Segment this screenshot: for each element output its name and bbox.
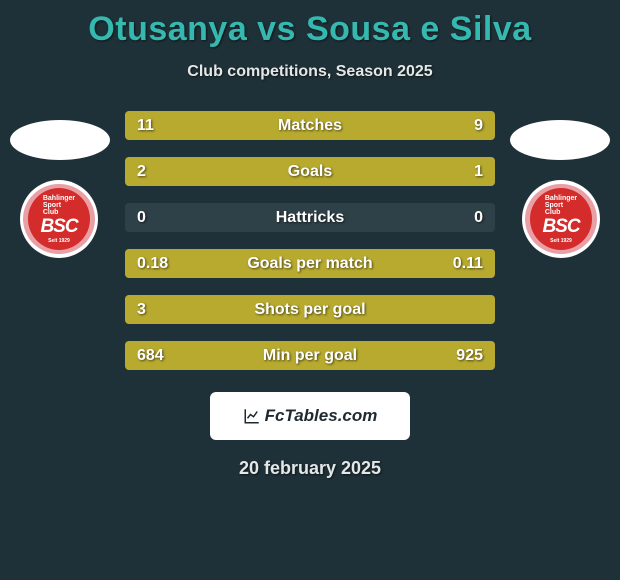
badge-small-text: Seit 1929	[550, 239, 572, 244]
subtitle: Club competitions, Season 2025	[0, 63, 620, 81]
badge-top-text: BahlingerSportClub	[545, 195, 577, 216]
stat-bar: 21Goals	[125, 157, 495, 186]
attribution-text: FcTables.com	[265, 406, 378, 426]
bar-label: Goals	[125, 157, 495, 186]
date-label: 20 february 2025	[0, 458, 620, 479]
player-avatar-left	[10, 120, 110, 160]
bar-label: Matches	[125, 111, 495, 140]
bar-label: Min per goal	[125, 341, 495, 370]
club-badge-left: BahlingerSportClub BSC Seit 1929	[20, 180, 98, 258]
chart-icon	[243, 407, 261, 425]
stat-bar: 119Matches	[125, 111, 495, 140]
stat-bar: 3Shots per goal	[125, 295, 495, 324]
player-avatar-right	[510, 120, 610, 160]
comparison-bars: 119Matches 21Goals 00Hattricks 0.180.11Goal…	[125, 111, 495, 370]
attribution-box: FcTables.com	[210, 392, 410, 440]
badge-small-text: Seit 1929	[48, 239, 70, 244]
bar-label: Shots per goal	[125, 295, 495, 324]
comparison-infographic: Otusanya vs Sousa e Silva Club competiti…	[0, 0, 620, 580]
stat-bar: 684925Min per goal	[125, 341, 495, 370]
badge-top-text: BahlingerSportClub	[43, 195, 75, 216]
stat-bar: 0.180.11Goals per match	[125, 249, 495, 278]
bar-label: Goals per match	[125, 249, 495, 278]
badge-big-text: BSC	[40, 217, 77, 236]
club-badge-right: BahlingerSportClub BSC Seit 1929	[522, 180, 600, 258]
badge-big-text: BSC	[542, 217, 579, 236]
page-title: Otusanya vs Sousa e Silva	[0, 10, 620, 49]
bar-label: Hattricks	[125, 203, 495, 232]
stat-bar: 00Hattricks	[125, 203, 495, 232]
